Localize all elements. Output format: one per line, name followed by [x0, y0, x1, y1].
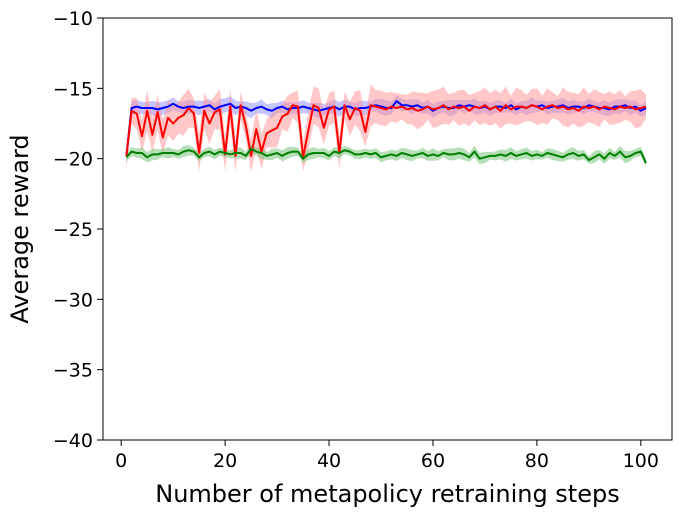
y-axis-label: Average reward [6, 134, 34, 323]
y-tick-label: −35 [53, 360, 93, 382]
plot-frame [102, 17, 673, 441]
y-tick-label: −40 [53, 430, 93, 452]
y-tick-label: −30 [53, 289, 93, 311]
x-axis-label: Number of metapolicy retraining steps [155, 480, 619, 508]
x-tick-label: 100 [623, 450, 659, 472]
x-tick-label: 20 [213, 450, 237, 472]
x-tick-label: 0 [115, 450, 127, 472]
x-tick-label: 80 [525, 450, 549, 472]
series-2-line [125, 104, 647, 159]
series-lines [125, 100, 647, 164]
confidence-bands [126, 84, 646, 173]
x-tick-label: 40 [317, 450, 341, 472]
y-tick-label: −25 [53, 219, 93, 241]
series-3-line [125, 147, 647, 164]
axes: 0 20 40 60 80 100 −40 −35 −30 −25 −20 −15 −10 [53, 8, 673, 472]
series-1-line [125, 100, 647, 157]
y-tick-label: −10 [53, 8, 93, 30]
y-tick-label: −20 [53, 149, 93, 171]
y-tick-label: −15 [53, 78, 93, 100]
x-tick-label: 60 [421, 450, 445, 472]
